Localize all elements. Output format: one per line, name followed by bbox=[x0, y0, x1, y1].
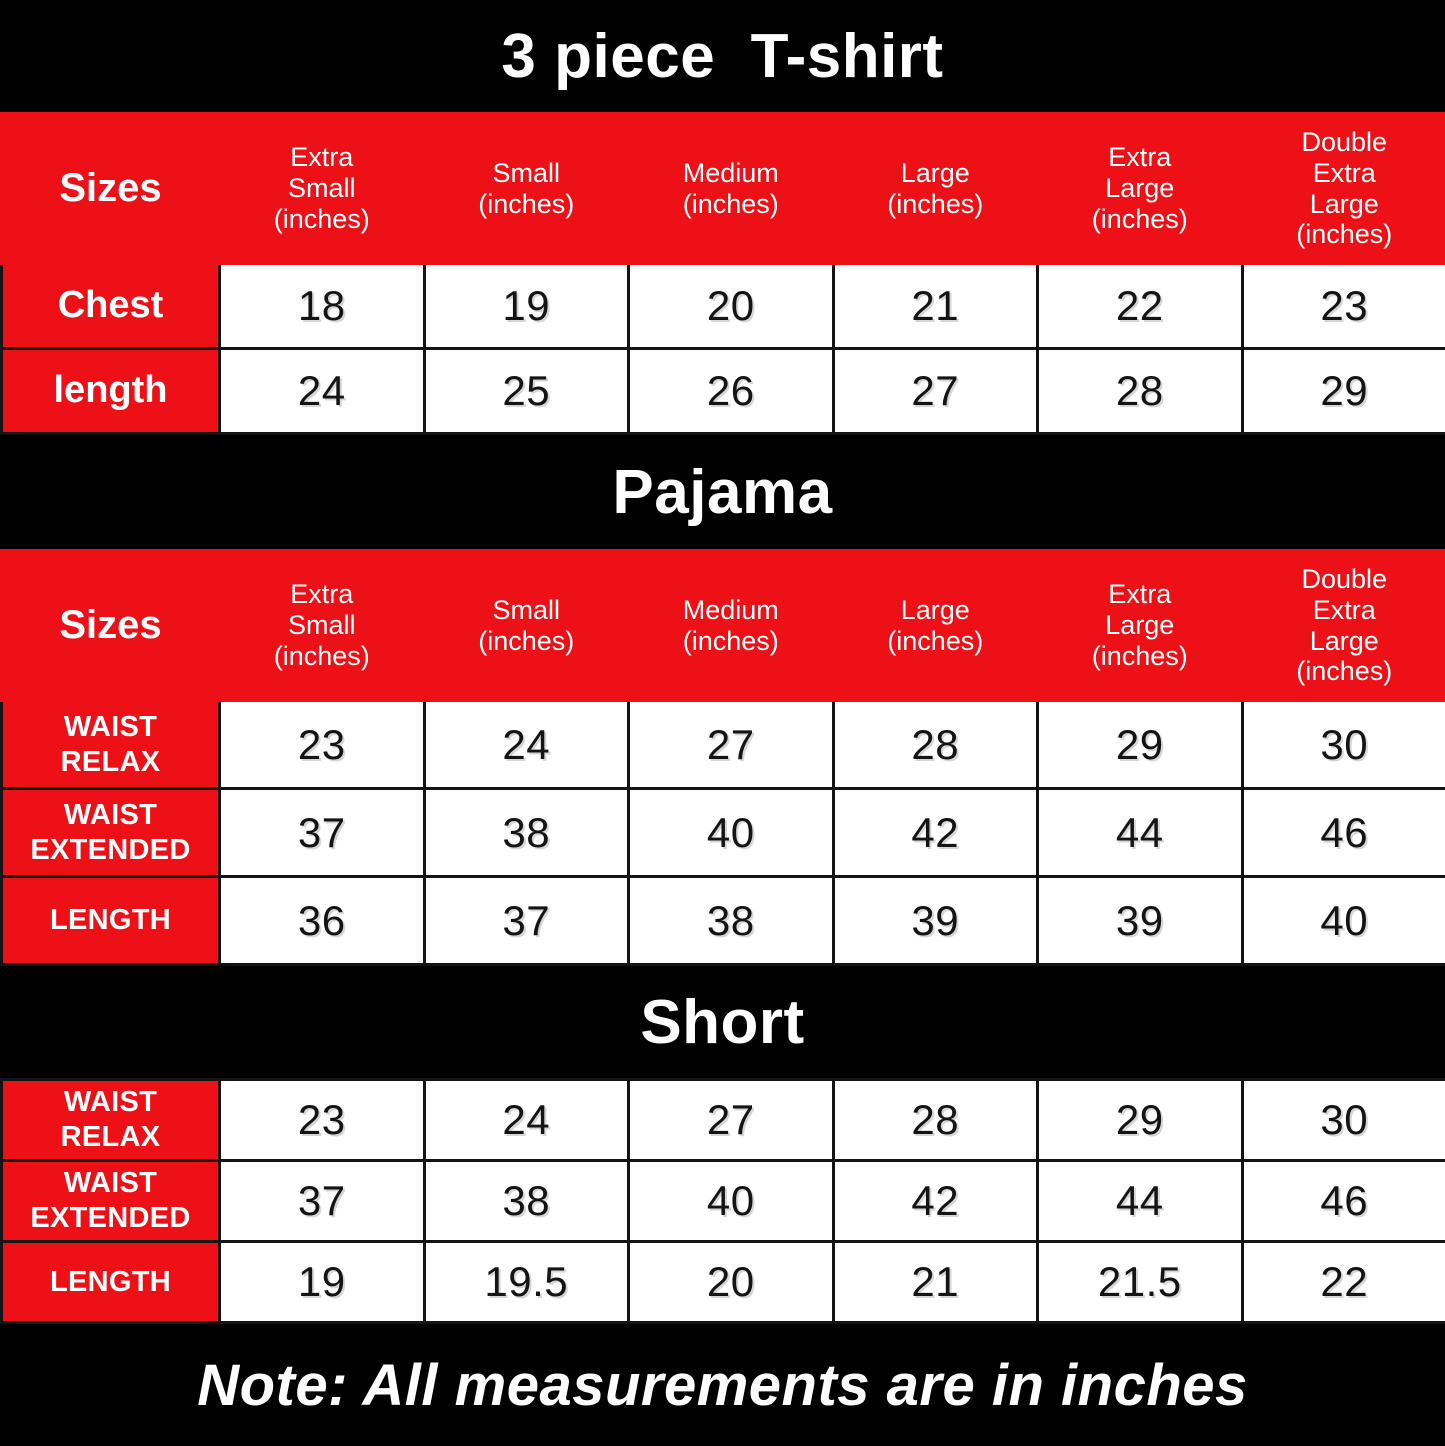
table-row: WAIST EXTENDED 37 38 40 42 44 46 bbox=[0, 787, 1445, 878]
cell-chest-s: 19 bbox=[422, 262, 630, 350]
header-cell-large: Large (inches) bbox=[831, 112, 1039, 265]
table-header-row-tshirt: Sizes Extra Small (inches) Small (inches) M… bbox=[0, 112, 1445, 265]
header-cell-medium: Medium (inches) bbox=[627, 549, 835, 702]
cell-length-xxl: 29 bbox=[1240, 347, 1445, 435]
cell-waist-relax-xxl: 30 bbox=[1240, 699, 1445, 790]
cell-waist-relax-xxl: 30 bbox=[1240, 1078, 1445, 1162]
cell-waist-extended-l: 42 bbox=[831, 1159, 1039, 1243]
row-label-waist-extended: WAIST EXTENDED bbox=[0, 787, 221, 878]
cell-length-xl: 39 bbox=[1036, 875, 1244, 966]
cell-chest-m: 20 bbox=[627, 262, 835, 350]
cell-length-s: 25 bbox=[422, 347, 630, 435]
row-label-length: length bbox=[0, 347, 221, 435]
row-label-text: WAIST RELAX bbox=[60, 710, 161, 778]
table-row: Chest 18 19 20 21 22 23 bbox=[0, 262, 1445, 350]
cell-waist-extended-s: 38 bbox=[422, 1159, 630, 1243]
row-label-waist-extended: WAIST EXTENDED bbox=[0, 1159, 221, 1243]
header-cell-double-extra-large: Double Extra Large (inches) bbox=[1240, 112, 1445, 265]
cell-waist-extended-xxl: 46 bbox=[1240, 1159, 1445, 1243]
cell-length-xs: 19 bbox=[218, 1240, 426, 1324]
cell-waist-relax-m: 27 bbox=[627, 699, 835, 790]
table-row: WAIST RELAX 23 24 27 28 29 30 bbox=[0, 1078, 1445, 1162]
cell-length-xs: 24 bbox=[218, 347, 426, 435]
cell-waist-relax-xl: 29 bbox=[1036, 1078, 1244, 1162]
header-cell-sizes: Sizes bbox=[0, 549, 221, 702]
section-title-short: Short bbox=[0, 966, 1445, 1078]
cell-length-xs: 36 bbox=[218, 875, 426, 966]
header-cell-extra-large: Extra Large (inches) bbox=[1036, 549, 1244, 702]
section-title-tshirt: 3 piece T-shirt bbox=[0, 0, 1445, 112]
row-label-text: length bbox=[53, 369, 168, 412]
cell-waist-extended-l: 42 bbox=[831, 787, 1039, 878]
row-label-text: LENGTH bbox=[49, 1265, 171, 1298]
cell-length-xl: 21.5 bbox=[1036, 1240, 1244, 1324]
cell-waist-extended-xs: 37 bbox=[218, 1159, 426, 1243]
cell-waist-relax-xs: 23 bbox=[218, 1078, 426, 1162]
cell-waist-relax-m: 27 bbox=[627, 1078, 835, 1162]
header-cell-small: Small (inches) bbox=[422, 549, 630, 702]
cell-waist-extended-xxl: 46 bbox=[1240, 787, 1445, 878]
cell-length-l: 21 bbox=[831, 1240, 1039, 1324]
header-cell-large: Large (inches) bbox=[831, 549, 1039, 702]
cell-waist-relax-xl: 29 bbox=[1036, 699, 1244, 790]
cell-chest-xl: 22 bbox=[1036, 262, 1244, 350]
row-label-chest: Chest bbox=[0, 262, 221, 350]
cell-length-xl: 28 bbox=[1036, 347, 1244, 435]
cell-chest-xs: 18 bbox=[218, 262, 426, 350]
row-label-text: WAIST RELAX bbox=[60, 1086, 161, 1153]
cell-waist-extended-xs: 37 bbox=[218, 787, 426, 878]
note-band: Note: All measurements are in inches bbox=[0, 1324, 1445, 1446]
cell-length-s: 37 bbox=[422, 875, 630, 966]
row-label-text: Chest bbox=[57, 284, 164, 327]
cell-waist-extended-xl: 44 bbox=[1036, 1159, 1244, 1243]
table-row: LENGTH 36 37 38 39 39 40 bbox=[0, 875, 1445, 966]
cell-waist-relax-s: 24 bbox=[422, 1078, 630, 1162]
header-cell-extra-small: Extra Small (inches) bbox=[218, 549, 426, 702]
header-cell-medium: Medium (inches) bbox=[627, 112, 835, 265]
cell-length-m: 38 bbox=[627, 875, 835, 966]
table-row: WAIST EXTENDED 37 38 40 42 44 46 bbox=[0, 1159, 1445, 1243]
row-label-length: LENGTH bbox=[0, 1240, 221, 1324]
note-text: Note: All measurements are in inches bbox=[197, 1352, 1248, 1418]
header-cell-sizes: Sizes bbox=[0, 112, 221, 265]
cell-waist-extended-m: 40 bbox=[627, 1159, 835, 1243]
cell-length-xxl: 22 bbox=[1240, 1240, 1445, 1324]
cell-waist-relax-xs: 23 bbox=[218, 699, 426, 790]
cell-waist-relax-l: 28 bbox=[831, 1078, 1039, 1162]
cell-waist-relax-s: 24 bbox=[422, 699, 630, 790]
size-table-pajama: Sizes Extra Small (inches) Small (inches) M… bbox=[0, 549, 1445, 966]
table-row: LENGTH 19 19.5 20 21 21.5 22 bbox=[0, 1240, 1445, 1324]
cell-chest-xxl: 23 bbox=[1240, 262, 1445, 350]
row-label-text: WAIST EXTENDED bbox=[30, 1167, 191, 1234]
cell-chest-l: 21 bbox=[831, 262, 1039, 350]
row-label-text: WAIST EXTENDED bbox=[30, 798, 191, 866]
header-cell-double-extra-large: Double Extra Large (inches) bbox=[1240, 549, 1445, 702]
cell-length-l: 39 bbox=[831, 875, 1039, 966]
cell-waist-extended-s: 38 bbox=[422, 787, 630, 878]
cell-length-m: 20 bbox=[627, 1240, 835, 1324]
size-table-short: WAIST RELAX 23 24 27 28 29 30 WAIST EXTEND… bbox=[0, 1078, 1445, 1324]
cell-length-s: 19.5 bbox=[422, 1240, 630, 1324]
size-table-tshirt: Sizes Extra Small (inches) Small (inches) M… bbox=[0, 112, 1445, 435]
section-title-pajama: Pajama bbox=[0, 435, 1445, 549]
row-label-text: LENGTH bbox=[49, 904, 171, 937]
row-label-waist-relax: WAIST RELAX bbox=[0, 1078, 221, 1162]
table-header-row-pajama: Sizes Extra Small (inches) Small (inches) M… bbox=[0, 549, 1445, 702]
row-label-length: LENGTH bbox=[0, 875, 221, 966]
row-label-waist-relax: WAIST RELAX bbox=[0, 699, 221, 790]
table-row: WAIST RELAX 23 24 27 28 29 30 bbox=[0, 699, 1445, 790]
table-row: length 24 25 26 27 28 29 bbox=[0, 347, 1445, 435]
header-cell-extra-large: Extra Large (inches) bbox=[1036, 112, 1244, 265]
header-cell-extra-small: Extra Small (inches) bbox=[218, 112, 426, 265]
cell-length-xxl: 40 bbox=[1240, 875, 1445, 966]
cell-waist-extended-m: 40 bbox=[627, 787, 835, 878]
cell-waist-relax-l: 28 bbox=[831, 699, 1039, 790]
cell-length-m: 26 bbox=[627, 347, 835, 435]
header-cell-small: Small (inches) bbox=[422, 112, 630, 265]
cell-waist-extended-xl: 44 bbox=[1036, 787, 1244, 878]
cell-length-l: 27 bbox=[831, 347, 1039, 435]
